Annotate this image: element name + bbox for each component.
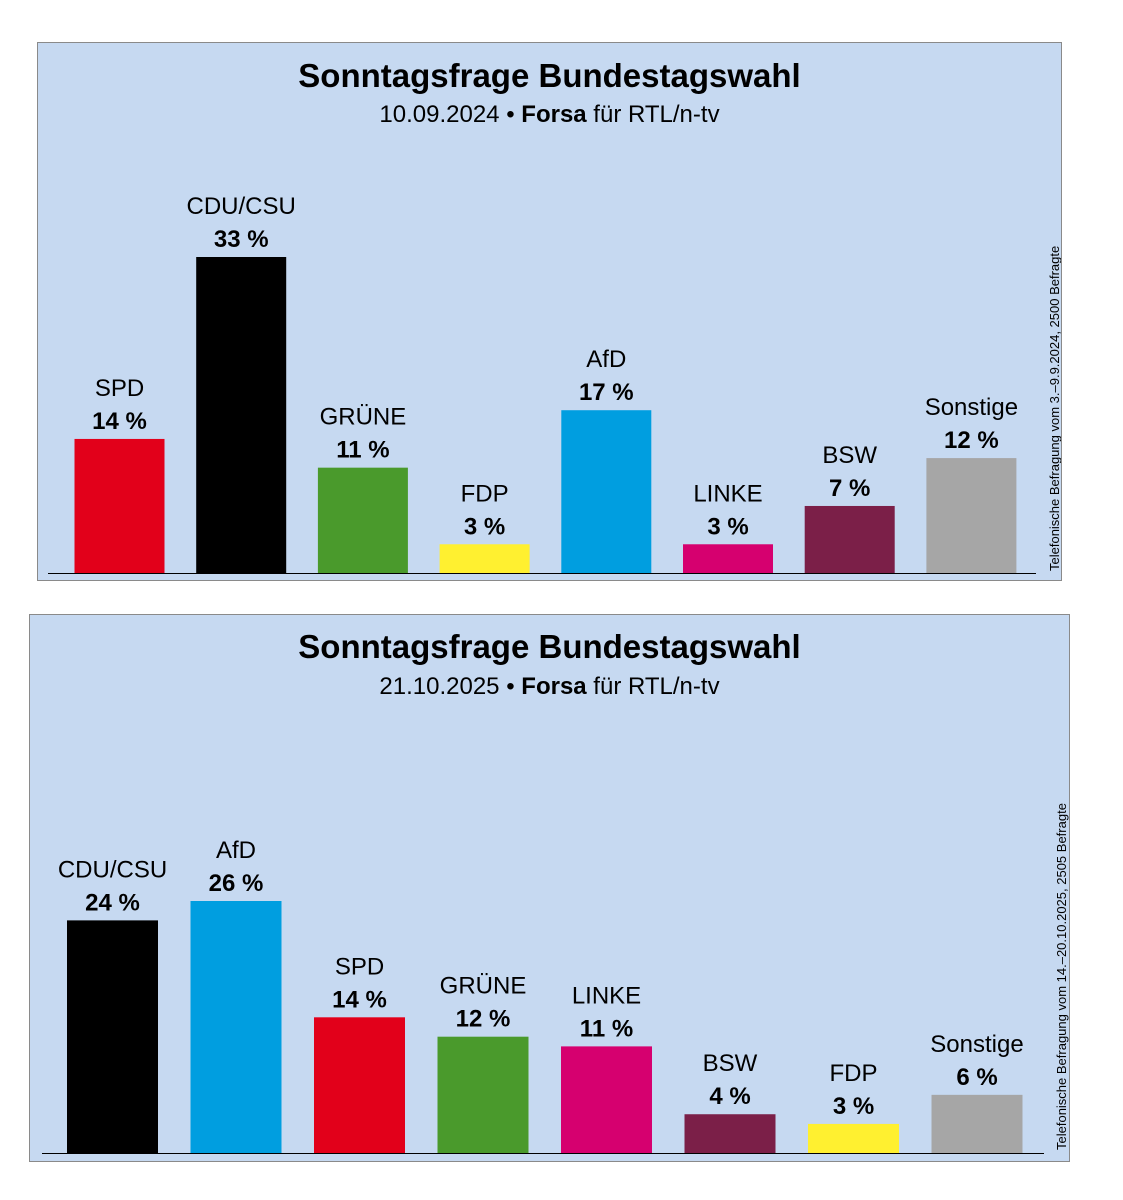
party-label-bsw: BSW [822, 442, 877, 469]
party-label-spd: SPD [95, 375, 144, 402]
poll-client: für RTL/n-tv [586, 673, 720, 700]
chart-title: Sonntagsfrage Bundestagswahl [298, 628, 801, 665]
bar-gr-ne [317, 467, 408, 573]
party-label-fdp: FDP [830, 1060, 878, 1087]
value-label-afd: 26 % [209, 870, 264, 897]
bar-gr-ne [437, 1036, 529, 1153]
value-label-linke: 11 % [580, 1015, 633, 1042]
bar-bsw [804, 505, 895, 573]
value-label-gr-ne: 11 % [336, 437, 389, 464]
party-label-bsw: BSW [703, 1050, 758, 1077]
survey-note: Telefonische Befragung vom 14.–20.10.202… [1054, 803, 1069, 1150]
party-label-gr-ne: GRÜNE [320, 404, 407, 431]
chart-subtitle: 21.10.2025 • Forsa für RTL/n-tv [30, 673, 1069, 701]
value-label-bsw: 4 % [709, 1083, 750, 1110]
bar-cdu-csu [67, 920, 158, 1153]
value-label-spd: 14 % [332, 986, 387, 1013]
party-label-afd: AfD [586, 346, 626, 373]
bar-fdp [808, 1123, 899, 1153]
value-label-spd: 14 % [92, 408, 147, 435]
poll-date: 21.10.2025 [379, 673, 500, 700]
party-label-sonstige: Sonstige [930, 1031, 1023, 1058]
party-label-cdu-csu: CDU/CSU [187, 193, 296, 220]
bar-spd [74, 438, 165, 573]
value-label-fdp: 3 % [833, 1093, 874, 1120]
party-label-linke: LINKE [572, 982, 641, 1009]
party-label-fdp: FDP [461, 480, 509, 507]
party-label-linke: LINKE [693, 480, 762, 507]
value-label-gr-ne: 12 % [456, 1006, 511, 1033]
party-label-sonstige: Sonstige [925, 394, 1018, 421]
bar-sonstige [926, 458, 1017, 573]
bar-cdu-csu [196, 257, 287, 573]
survey-note: Telefonische Befragung vom 3.–9.9.2024, … [1047, 245, 1062, 571]
bar-afd [561, 410, 652, 573]
bar-linke [561, 1046, 652, 1153]
bar-linke [683, 544, 773, 573]
poll-chart-2024: Sonntagsfrage Bundestagswahl 10.09.2024 … [37, 42, 1062, 581]
chart-subtitle: 10.09.2024 • Forsa für RTL/n-tv [38, 101, 1061, 129]
party-label-spd: SPD [335, 953, 384, 980]
party-label-cdu-csu: CDU/CSU [58, 856, 167, 883]
bar-sonstige [931, 1094, 1023, 1153]
bar-bsw [684, 1114, 776, 1153]
value-label-linke: 3 % [707, 513, 748, 540]
party-label-afd: AfD [216, 837, 256, 864]
value-label-cdu-csu: 24 % [85, 889, 140, 916]
value-label-afd: 17 % [579, 379, 634, 406]
value-label-sonstige: 6 % [956, 1064, 997, 1091]
bar-plot: 14 % SPD 33 % CDU/CSU 11 % GRÜNE 3 % FDP 17 % AfD… [48, 193, 1036, 574]
value-label-cdu-csu: 33 % [214, 226, 269, 253]
bar-spd [314, 1017, 405, 1153]
bar-plot: 24 % CDU/CSU 26 % AfD 14 % SPD 12 % GRÜNE 11 % LI… [42, 837, 1044, 1154]
subtitle-bullet: • [499, 673, 522, 700]
value-label-bsw: 7 % [829, 475, 870, 502]
party-label-gr-ne: GRÜNE [440, 973, 527, 1000]
bar-fdp [439, 544, 530, 573]
bar-afd [190, 901, 282, 1153]
poll-date: 10.09.2024 [379, 101, 500, 128]
subtitle-bullet: • [499, 101, 522, 128]
chart-title: Sonntagsfrage Bundestagswahl [298, 57, 801, 94]
value-label-fdp: 3 % [464, 513, 505, 540]
poll-institute: Forsa [521, 673, 587, 700]
value-label-sonstige: 12 % [944, 427, 999, 454]
poll-client: für RTL/n-tv [586, 101, 720, 128]
poll-institute: Forsa [521, 101, 587, 128]
poll-chart-2025: Sonntagsfrage Bundestagswahl 21.10.2025 … [29, 614, 1070, 1162]
